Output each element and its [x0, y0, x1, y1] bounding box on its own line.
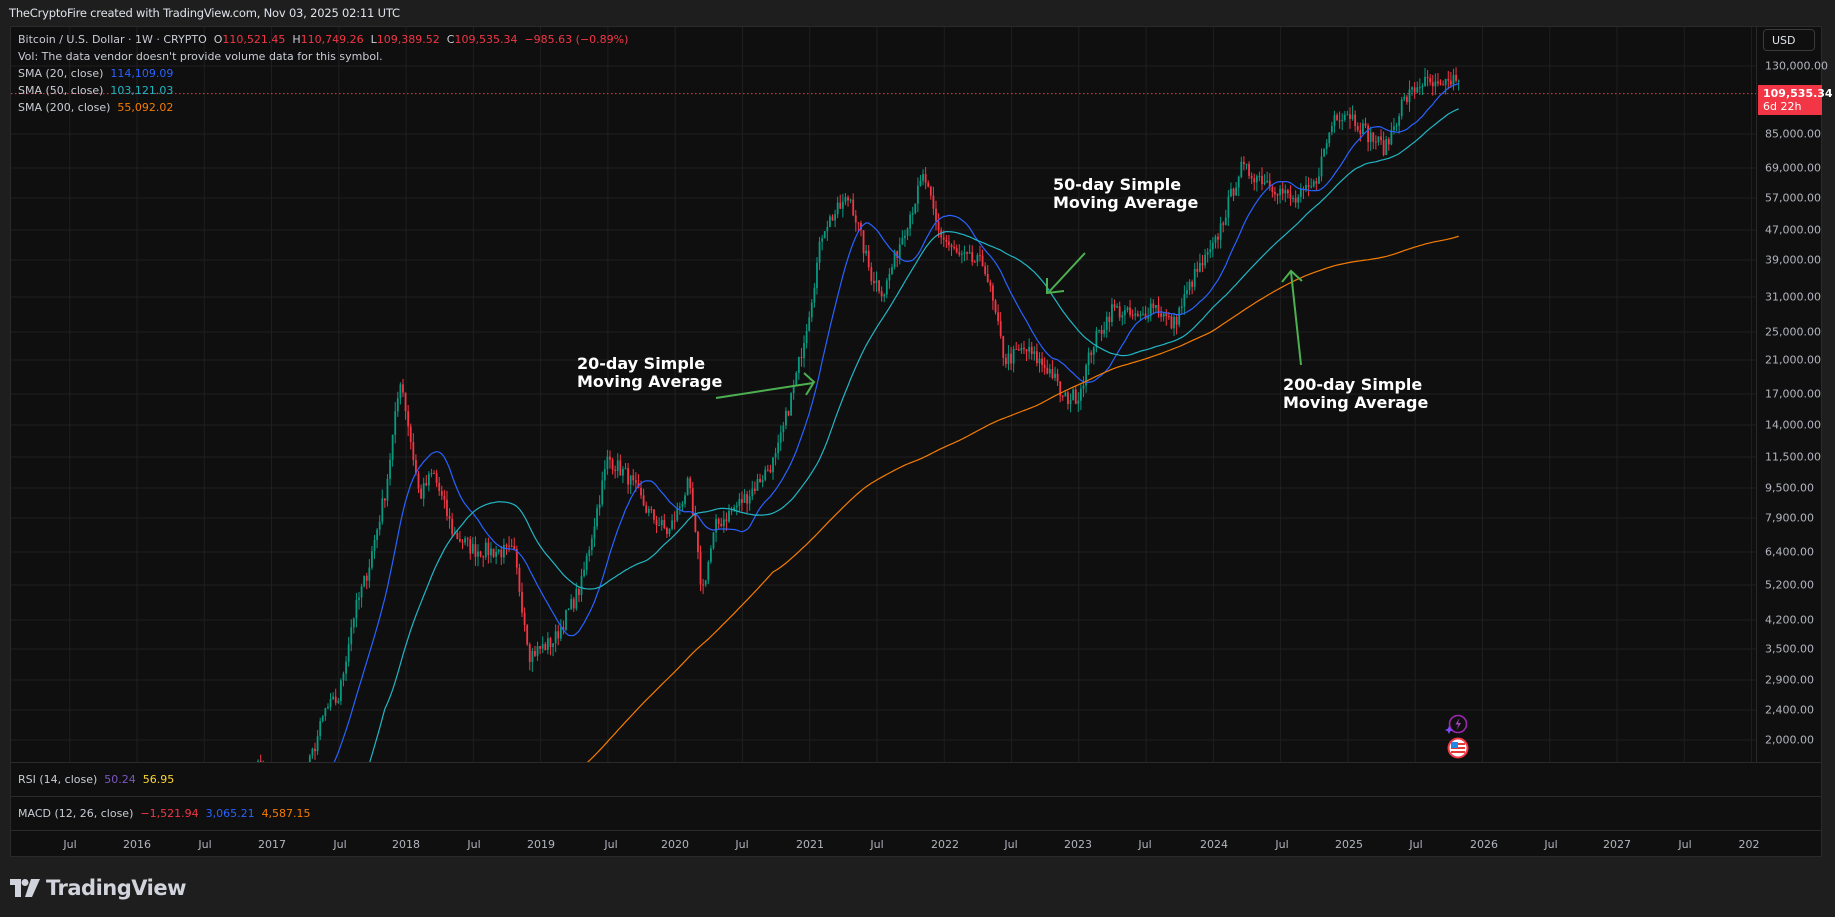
- price-tick: 2,000.00: [1765, 733, 1814, 747]
- time-label: 2025: [1335, 838, 1363, 851]
- price-tick: 2,400.00: [1765, 703, 1814, 717]
- sma200-legend[interactable]: SMA (200, close) 55,092.02: [18, 101, 174, 114]
- price-tick: 130,000.00: [1765, 59, 1828, 73]
- tradingview-logo[interactable]: TradingView: [10, 875, 186, 901]
- rsi-pane[interactable]: RSI (14, close) 50.24 56.95: [11, 762, 1821, 797]
- main-price-pane[interactable]: Bitcoin / U.S. Dollar · 1W · CRYPTO O110…: [11, 27, 1756, 762]
- price-tick: 14,000.00: [1765, 418, 1821, 432]
- us-flag-events-icon[interactable]: [1447, 737, 1469, 762]
- time-label: 202: [1738, 838, 1760, 851]
- time-label: 2022: [931, 838, 959, 851]
- symbol-ohlc-row[interactable]: Bitcoin / U.S. Dollar · 1W · CRYPTO O110…: [18, 33, 629, 46]
- price-tick: 21,000.00: [1765, 353, 1821, 367]
- sma20-legend[interactable]: SMA (20, close) 114,109.09: [18, 67, 174, 80]
- price-tick: 17,000.00: [1765, 387, 1821, 401]
- high-value: 110,749.26: [300, 33, 364, 46]
- annotation-sma200: 200-day Simple Moving Average: [1283, 375, 1429, 412]
- price-tick: 69,000.00: [1765, 161, 1821, 175]
- price-tick: 6,400.00: [1765, 545, 1814, 559]
- time-label: Jul: [1004, 838, 1018, 851]
- close-value: 109,535.34: [454, 33, 518, 46]
- price-tick: 31,000.00: [1765, 290, 1821, 304]
- change-value: −985.63 (−0.89%): [524, 33, 629, 46]
- time-label: Jul: [1544, 838, 1558, 851]
- lightning-alert-icon[interactable]: [1443, 713, 1471, 741]
- price-tick: 57,000.00: [1765, 191, 1821, 205]
- time-axis[interactable]: Jul 2016 Jul 2017 Jul 2018 Jul 2019 Jul 2020 Jul 20…: [11, 830, 1821, 858]
- time-label: Jul: [1275, 838, 1289, 851]
- chart-attribution: TheCryptoFire created with TradingView.c…: [9, 6, 400, 20]
- time-label: Jul: [604, 838, 618, 851]
- annotation-sma20: 20-day Simple Moving Average: [577, 354, 723, 391]
- time-label: Jul: [333, 838, 347, 851]
- symbol-name[interactable]: Bitcoin / U.S. Dollar · 1W · CRYPTO: [18, 33, 207, 46]
- price-tick: 25,000.00: [1765, 325, 1821, 339]
- rsi-value: 50.24: [104, 773, 136, 786]
- volume-note: Vol: The data vendor doesn't provide vol…: [18, 50, 383, 63]
- time-label: 2027: [1603, 838, 1631, 851]
- price-tick: 3,500.00: [1765, 642, 1814, 656]
- rsi-ma-value: 56.95: [142, 773, 175, 786]
- time-label: Jul: [1409, 838, 1423, 851]
- price-tick: 9,500.00: [1765, 481, 1814, 495]
- time-label: Jul: [63, 838, 77, 851]
- time-label: 2024: [1200, 838, 1228, 851]
- time-label: 2026: [1470, 838, 1498, 851]
- time-label: 2017: [258, 838, 286, 851]
- time-label: 2020: [661, 838, 689, 851]
- time-label: 2018: [392, 838, 420, 851]
- price-tick: 4,200.00: [1765, 613, 1814, 627]
- time-label: 2023: [1064, 838, 1092, 851]
- macd-line-value: 3,065.21: [205, 807, 255, 820]
- time-label: Jul: [467, 838, 481, 851]
- price-tick: 11,500.00: [1765, 450, 1821, 464]
- annotation-sma50: 50-day Simple Moving Average: [1053, 175, 1199, 212]
- chart-legend: Bitcoin / U.S. Dollar · 1W · CRYPTO O110…: [18, 31, 628, 116]
- candlestick-chart[interactable]: [11, 27, 1756, 762]
- low-value: 109,389.52: [376, 33, 440, 46]
- time-label: Jul: [1678, 838, 1692, 851]
- open-value: 110,521.45: [222, 33, 286, 46]
- price-tick: 39,000.00: [1765, 253, 1821, 267]
- macd-pane[interactable]: MACD (12, 26, close) −1,521.94 3,065.21 …: [11, 796, 1821, 831]
- bar-countdown: 6d 22h: [1763, 99, 1802, 113]
- price-tick: 5,200.00: [1765, 578, 1814, 592]
- chart-frame: Bitcoin / U.S. Dollar · 1W · CRYPTO O110…: [10, 26, 1833, 858]
- top-bar: TheCryptoFire created with TradingView.c…: [0, 0, 1835, 26]
- time-label: Jul: [198, 838, 212, 851]
- time-label: Jul: [735, 838, 749, 851]
- time-label: 2016: [123, 838, 151, 851]
- sma50-legend[interactable]: SMA (50, close) 103,121.03: [18, 84, 174, 97]
- macd-label: MACD (12, 26, close): [18, 807, 134, 820]
- time-label: Jul: [870, 838, 884, 851]
- price-tick: 47,000.00: [1765, 223, 1821, 237]
- price-tick: 7,900.00: [1765, 511, 1814, 525]
- last-price-label: 109,535.34 6d 22h: [1758, 84, 1833, 115]
- time-label: Jul: [1138, 838, 1152, 851]
- rsi-label: RSI (14, close): [18, 773, 98, 786]
- price-tick: 85,000.00: [1765, 127, 1821, 141]
- currency-button[interactable]: USD: [1763, 29, 1815, 51]
- tradingview-logo-icon: [10, 879, 40, 897]
- macd-signal-value: 4,587.15: [261, 807, 311, 820]
- time-label: 2019: [527, 838, 555, 851]
- macd-histogram-value: −1,521.94: [140, 807, 199, 820]
- price-tick: 2,900.00: [1765, 673, 1814, 687]
- time-label: 2021: [796, 838, 824, 851]
- price-scale[interactable]: USD 130,000.00 85,000.00 69,000.00 57,000.0…: [1756, 27, 1833, 762]
